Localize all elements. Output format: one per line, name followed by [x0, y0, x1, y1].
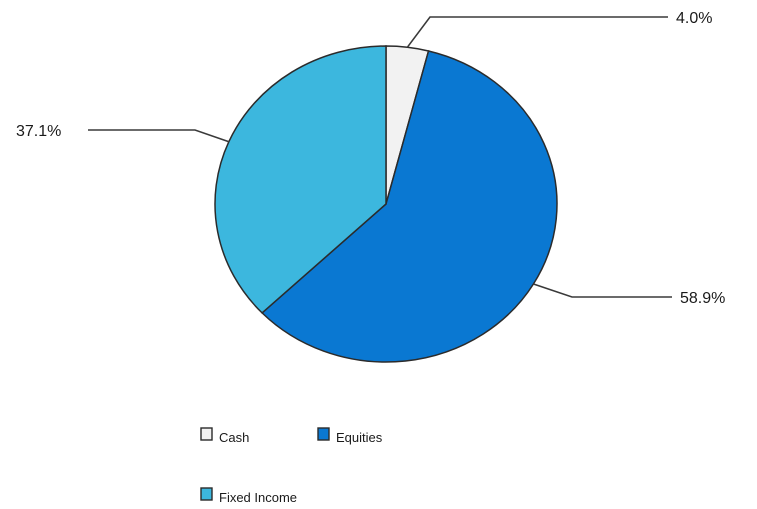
leader-line-equities [533, 283, 672, 298]
pie-labels: 4.0% 58.9% 37.1% [16, 10, 725, 307]
leader-line-cash [406, 16, 668, 48]
legend-label-cash: Cash [219, 430, 249, 445]
pie-label-equities: 58.9% [680, 290, 725, 307]
pie-slices [214, 45, 558, 363]
leader-line-fixed-income [88, 129, 230, 143]
legend-item-fixed-income: Fixed Income [200, 487, 297, 505]
legend-swatch-cash [200, 427, 213, 441]
legend-item-equities: Equities [317, 427, 383, 445]
legend-label-fixed-income: Fixed Income [219, 490, 297, 505]
legend-item-cash: Cash [200, 427, 249, 445]
legend-label-equities: Equities [336, 430, 383, 445]
pie-slice-equities [260, 50, 558, 363]
legend-swatch-equities [317, 427, 330, 441]
pie-label-cash: 4.0% [676, 10, 712, 27]
legend: Cash Equities Fixed Income [200, 427, 383, 505]
pie-slice-fixed-income [214, 45, 387, 314]
pie-label-fixed-income: 37.1% [16, 123, 61, 140]
legend-swatch-fixed-income [200, 487, 213, 501]
